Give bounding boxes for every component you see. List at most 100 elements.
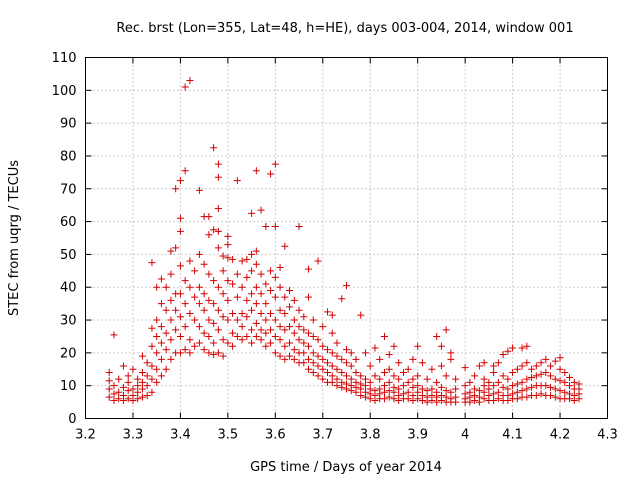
x-tick-labels: 3.2 3.3 3.4 3.5 3.6 3.7 3.8 3.9 4 4.1 4.2 4.3 — [75, 428, 618, 443]
data-point — [319, 375, 327, 383]
data-point — [105, 369, 113, 377]
data-point — [442, 387, 450, 395]
data-point — [257, 326, 265, 334]
data-point — [551, 393, 559, 401]
data-point — [328, 362, 336, 370]
data-point — [309, 332, 317, 340]
data-point — [461, 364, 469, 372]
data-point — [528, 365, 536, 373]
data-point — [219, 336, 227, 344]
data-point — [547, 372, 555, 380]
data-point — [385, 378, 393, 386]
data-point — [214, 283, 222, 291]
data-point — [295, 336, 303, 344]
data-point — [537, 390, 545, 398]
data-point — [395, 392, 403, 400]
data-point — [499, 372, 507, 380]
data-point — [172, 244, 180, 252]
data-point — [176, 177, 184, 185]
data-point — [537, 359, 545, 367]
y-tick-label: 70 — [60, 182, 77, 197]
data-point — [471, 385, 479, 393]
data-point — [271, 223, 279, 231]
y-tick-label: 90 — [60, 117, 77, 132]
data-point — [290, 316, 298, 324]
data-point — [366, 362, 374, 370]
data-point — [200, 260, 208, 268]
data-point — [281, 242, 289, 250]
data-point — [319, 342, 327, 350]
data-point — [447, 388, 455, 396]
data-point — [105, 385, 113, 393]
data-point — [366, 378, 374, 386]
data-point — [281, 293, 289, 301]
data-point — [532, 392, 540, 400]
data-point — [409, 355, 417, 363]
data-point — [390, 383, 398, 391]
data-point — [490, 390, 498, 398]
data-point — [186, 283, 194, 291]
data-point — [157, 275, 165, 283]
data-point — [229, 309, 237, 317]
data-point — [404, 365, 412, 373]
data-point — [271, 293, 279, 301]
data-point — [138, 378, 146, 386]
data-point — [134, 388, 142, 396]
data-point — [224, 232, 232, 240]
data-point — [148, 259, 156, 267]
data-point — [542, 369, 550, 377]
data-point — [252, 332, 260, 340]
data-point — [518, 387, 526, 395]
data-point — [229, 329, 237, 337]
data-point — [124, 378, 132, 386]
data-point — [423, 375, 431, 383]
y-axis-label: STEC from uqrg / TECUs — [7, 160, 22, 316]
data-point — [361, 388, 369, 396]
data-point — [314, 336, 322, 344]
data-point — [471, 392, 479, 400]
data-point — [305, 342, 313, 350]
data-point — [504, 375, 512, 383]
data-point — [186, 336, 194, 344]
data-point — [143, 359, 151, 367]
data-point — [518, 362, 526, 370]
data-point — [343, 380, 350, 388]
data-point — [305, 329, 313, 337]
data-point — [361, 382, 369, 390]
data-point — [547, 362, 555, 370]
data-point — [257, 290, 265, 298]
data-point — [186, 309, 194, 317]
data-point — [343, 372, 350, 380]
data-point — [537, 370, 545, 378]
data-point — [238, 309, 246, 317]
x-tick-label: 4.3 — [597, 428, 618, 443]
data-point — [205, 213, 213, 221]
data-point — [214, 160, 222, 168]
data-point — [167, 270, 175, 278]
data-point — [523, 393, 531, 401]
data-point — [418, 359, 426, 367]
data-point — [409, 383, 417, 391]
data-point — [314, 372, 322, 380]
data-point — [210, 277, 218, 285]
data-point — [191, 293, 199, 301]
data-point — [328, 311, 336, 319]
data-point — [300, 326, 308, 334]
data-point — [504, 385, 512, 393]
data-point — [191, 316, 199, 324]
data-point — [252, 247, 260, 255]
data-point — [181, 83, 189, 91]
data-point — [399, 382, 407, 390]
data-point — [333, 382, 341, 390]
data-point — [281, 355, 289, 363]
data-point — [224, 339, 232, 347]
data-point — [414, 395, 422, 403]
data-point — [395, 359, 403, 367]
data-point — [528, 373, 536, 381]
data-point — [433, 332, 441, 340]
data-point — [461, 390, 469, 398]
data-point — [295, 223, 303, 231]
data-point — [233, 270, 241, 278]
data-point — [157, 355, 165, 363]
